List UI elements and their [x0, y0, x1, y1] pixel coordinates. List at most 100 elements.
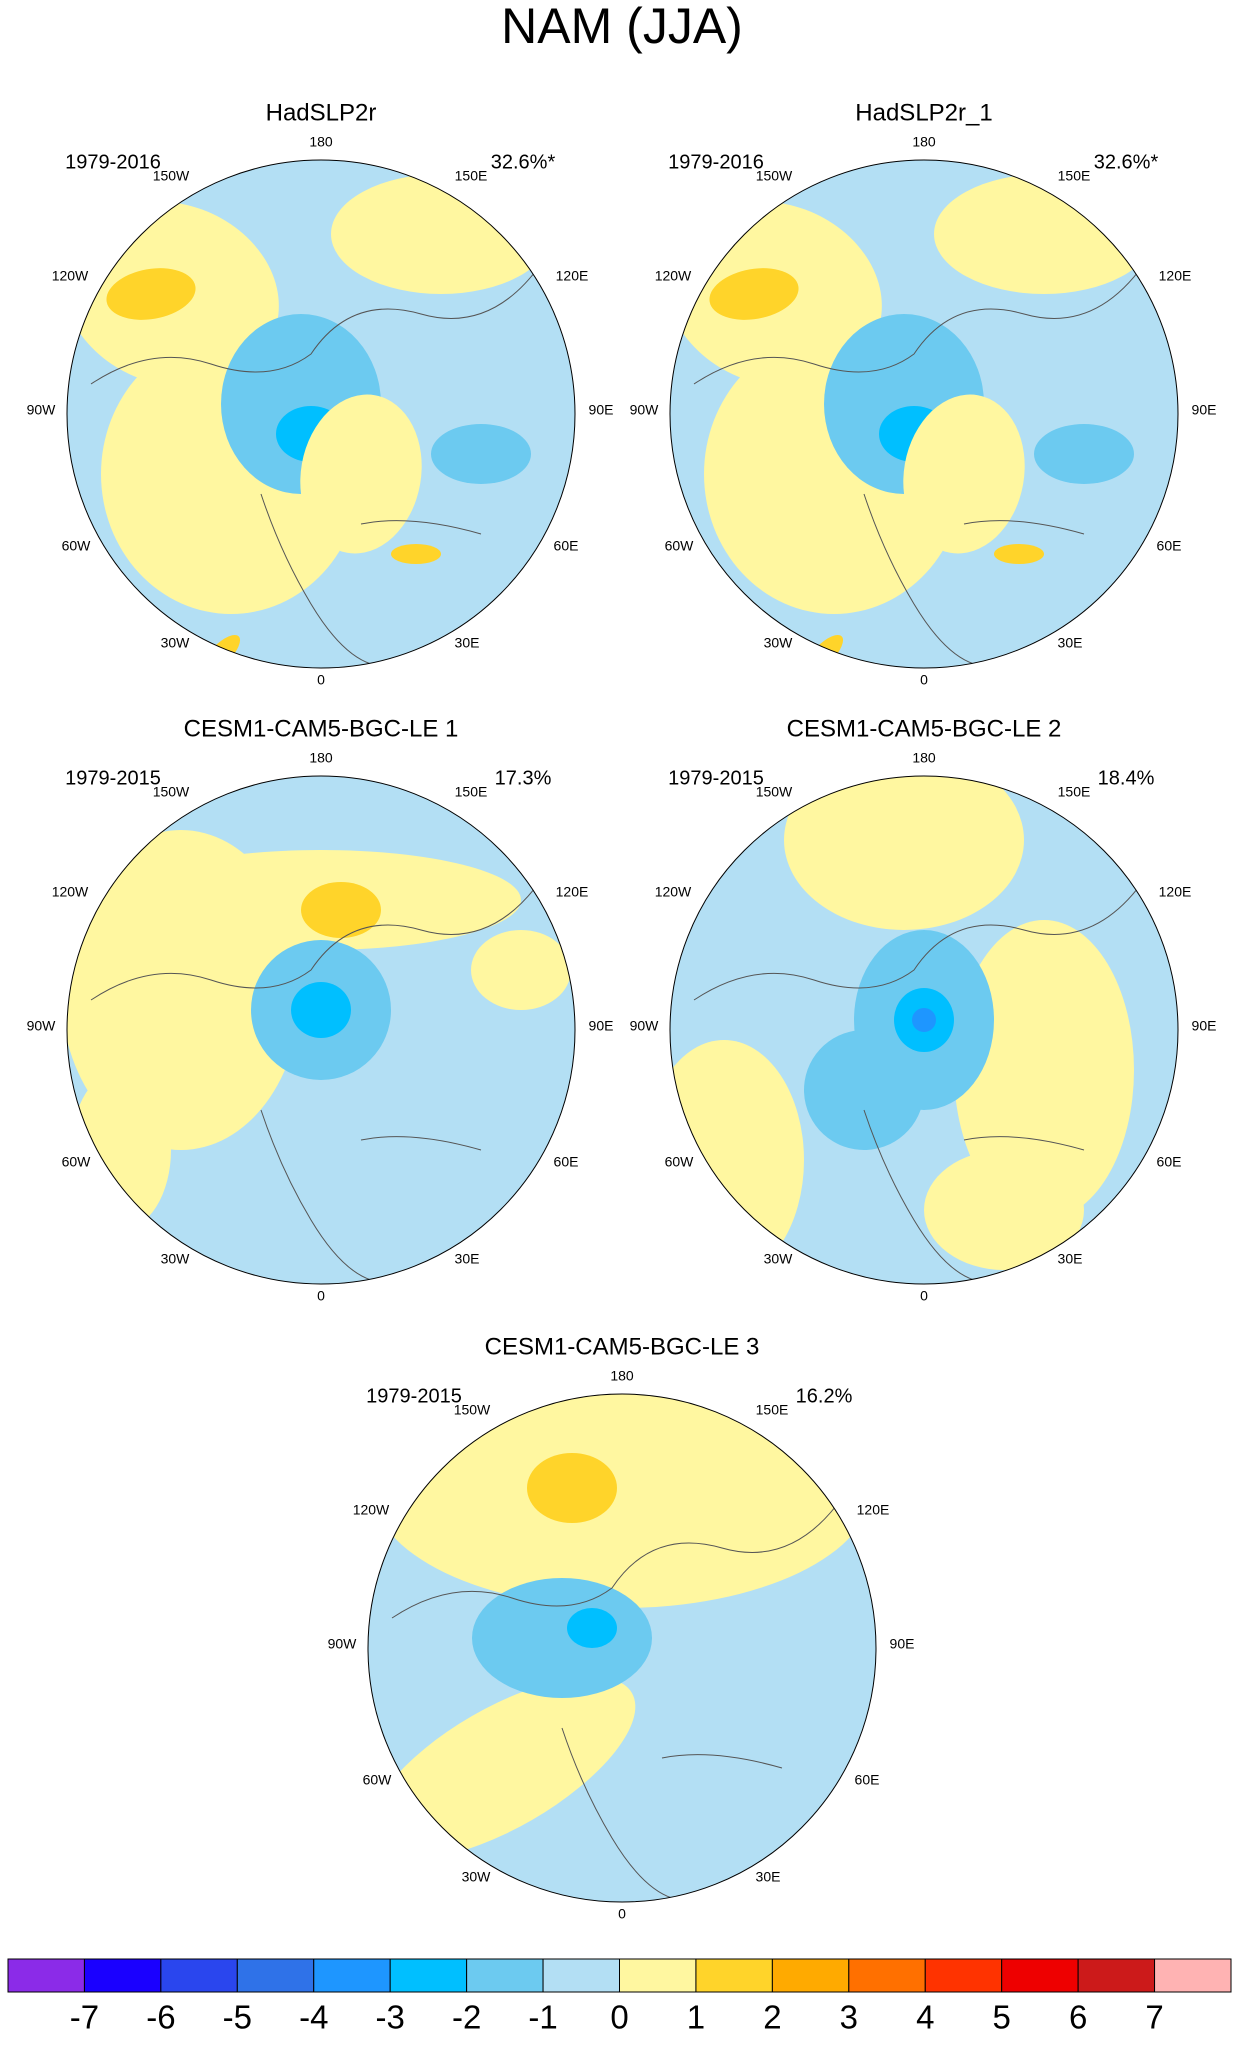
longitude-label: 30W	[161, 635, 191, 651]
longitude-label: 150E	[756, 1402, 789, 1418]
colorbar-box	[619, 1958, 697, 1993]
longitude-label: 120W	[52, 884, 89, 900]
longitude-label: 90W	[27, 1018, 57, 1034]
field-patch	[924, 1150, 1084, 1270]
longitude-label: 90E	[1192, 1018, 1217, 1034]
field-patch	[71, 1070, 171, 1230]
map-panel: CESM1-CAM5-BGC-LE 1 1979-2015 17.3% 180 150E…	[27, 715, 614, 1303]
field-patch	[567, 1608, 617, 1648]
longitude-label: 90W	[630, 402, 660, 418]
colorbar-box	[1001, 1958, 1079, 1993]
panel-title: HadSLP2r	[266, 99, 377, 126]
longitude-label: 30E	[1058, 635, 1083, 651]
coastline	[693, 263, 1145, 665]
panel-variance: 32.6%*	[491, 151, 556, 173]
longitude-label: 90W	[27, 402, 57, 418]
panel-variance: 16.2%	[796, 1385, 853, 1407]
map-border	[669, 159, 1179, 669]
field-patch	[291, 982, 351, 1038]
panel-period: 1979-2015	[668, 767, 764, 789]
map-panel: HadSLP2r_1 1979-2016 32.6%* 180 150E 120E 90E 6…	[630, 99, 1217, 687]
colorbar-box	[83, 1958, 162, 1993]
longitude-label: 60W	[62, 1154, 92, 1170]
panel-period: 1979-2016	[668, 151, 764, 173]
longitude-label: 180	[610, 1368, 634, 1384]
field-patch	[372, 1394, 872, 1608]
longitude-label: 120W	[655, 268, 692, 284]
longitude-label: 120W	[52, 268, 89, 284]
coastline	[391, 1497, 843, 1899]
colorbar-label: 3	[840, 1999, 858, 2036]
field-patch	[934, 174, 1154, 294]
colorbar-box	[313, 1958, 391, 1993]
longitude-label: 150W	[756, 168, 793, 184]
colorbar-box	[924, 1958, 1003, 1993]
longitude-label: 90E	[589, 402, 614, 418]
map-border	[367, 1393, 877, 1903]
field-patch	[912, 1008, 936, 1032]
longitude-label: 60E	[1157, 538, 1182, 554]
longitude-label: 30W	[161, 1251, 191, 1267]
longitude-label: 30E	[455, 1251, 480, 1267]
colorbar-label: -7	[70, 1999, 99, 2036]
longitude-label: 120W	[353, 1502, 390, 1518]
colorbar-label: 2	[763, 1999, 781, 2036]
longitude-label: 180	[912, 134, 936, 150]
field	[368, 1394, 872, 1899]
longitude-label: 90W	[630, 1018, 660, 1034]
colorbar-box	[695, 1958, 773, 1993]
colorbar-box	[542, 1958, 620, 1993]
longitude-label: 150E	[1058, 784, 1091, 800]
longitude-label: 0	[920, 672, 928, 688]
panel-title: CESM1-CAM5-BGC-LE 3	[485, 1333, 760, 1360]
longitude-label: 60W	[665, 538, 695, 554]
panel-variance: 32.6%*	[1094, 151, 1159, 173]
colorbar-box	[160, 1958, 238, 1993]
colorbar-label: 6	[1069, 1999, 1087, 2036]
colorbar-label: -1	[528, 1999, 557, 2036]
field-patch	[331, 174, 551, 294]
coastline	[693, 879, 1145, 1281]
panel-period: 1979-2015	[65, 767, 161, 789]
colorbar-label: 4	[916, 1999, 934, 2036]
map-panel: CESM1-CAM5-BGC-LE 2 1979-2015 18.4% 180 150E…	[630, 715, 1217, 1303]
longitude-label: 60E	[855, 1772, 880, 1788]
field-patch	[391, 544, 441, 564]
colorbar-box	[848, 1958, 926, 1993]
longitude-label: 0	[618, 1906, 626, 1922]
colorbar-box	[1077, 1958, 1156, 1993]
colorbar-label: 7	[1145, 1999, 1163, 2036]
panel-title: HadSLP2r_1	[855, 99, 992, 126]
longitude-label: 120E	[857, 1502, 890, 1518]
longitude-label: 90E	[1192, 402, 1217, 418]
field-patch	[1034, 424, 1134, 484]
colorbar-box	[389, 1958, 468, 1993]
longitude-label: 30E	[756, 1869, 781, 1885]
colorbar-label: -3	[376, 1999, 405, 2036]
field-patch	[804, 1030, 924, 1150]
panel-title: CESM1-CAM5-BGC-LE 1	[184, 715, 459, 742]
longitude-label: 150W	[756, 784, 793, 800]
longitude-label: 0	[920, 1288, 928, 1304]
longitude-label: 0	[317, 1288, 325, 1304]
longitude-label: 150W	[153, 168, 190, 184]
longitude-label: 120E	[1159, 268, 1192, 284]
colorbar-box	[7, 1958, 85, 1993]
coastline	[90, 263, 542, 665]
field-patch	[368, 1676, 636, 1860]
colorbar-box	[466, 1958, 544, 1993]
coastline	[90, 879, 542, 1281]
longitude-label: 90W	[328, 1636, 358, 1652]
colorbar-label: 5	[993, 1999, 1011, 2036]
colorbar-label: -2	[452, 1999, 481, 2036]
field-patch	[301, 882, 381, 938]
map-border	[66, 775, 576, 1285]
field-patch	[994, 544, 1044, 564]
longitude-label: 30W	[462, 1869, 492, 1885]
field-patch	[709, 268, 799, 320]
field	[67, 830, 571, 1281]
panel-variance: 17.3%	[495, 767, 552, 789]
longitude-label: 150W	[454, 1402, 491, 1418]
